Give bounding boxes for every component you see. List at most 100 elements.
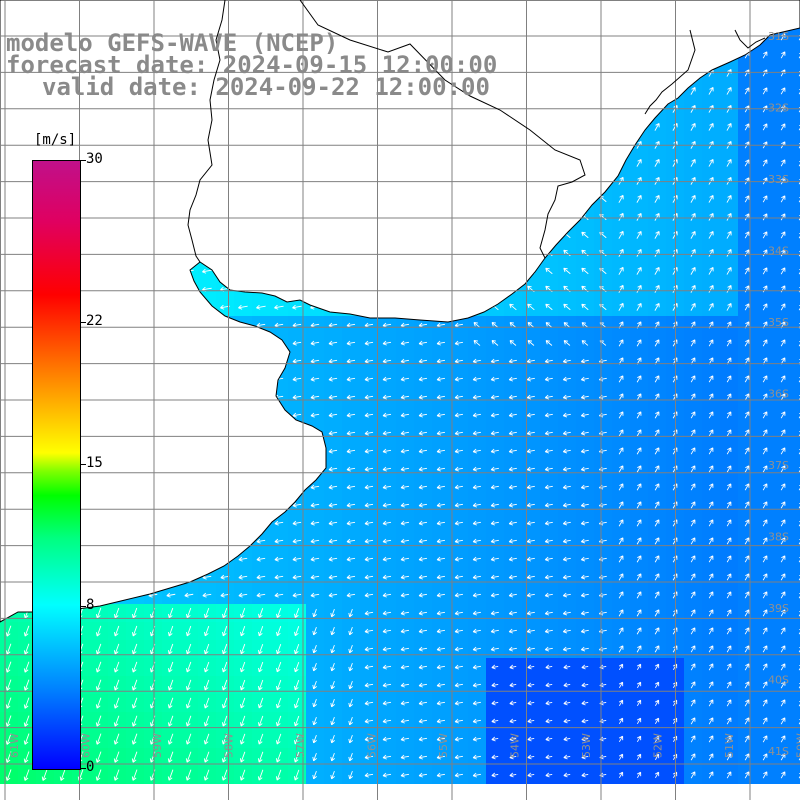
wind-arrow: [581, 700, 589, 706]
wind-arrow: [454, 646, 463, 652]
wind-arrow: [708, 681, 714, 689]
wind-arrow: [690, 231, 696, 239]
wind-arrow: [275, 679, 282, 691]
wind-arrow: [436, 772, 446, 778]
wind-arrow: [636, 248, 642, 257]
wind-arrow: [436, 592, 446, 598]
wind-arrow: [310, 574, 320, 580]
wind-arrow: [690, 609, 696, 617]
wind-arrow: [636, 375, 642, 383]
wind-arrow: [636, 212, 642, 221]
wind-arrow: [131, 733, 138, 745]
field-cell: [792, 568, 800, 586]
wind-arrow: [562, 628, 571, 634]
wind-arrow: [780, 429, 786, 437]
wind-arrow: [185, 625, 192, 637]
wind-arrow: [364, 574, 374, 580]
wind-arrow: [563, 664, 571, 670]
wind-arrow: [618, 717, 624, 725]
field-cell: [792, 154, 800, 172]
wind-arrow: [382, 376, 392, 382]
wind-arrow: [472, 592, 481, 598]
wind-arrow: [726, 411, 732, 419]
wind-arrow: [490, 574, 499, 580]
wind-arrow: [348, 626, 353, 636]
wind-arrow: [636, 753, 642, 761]
field-cell: [792, 46, 800, 64]
wind-arrow: [690, 303, 696, 311]
wind-arrow: [526, 538, 535, 544]
wind-arrow: [400, 466, 410, 472]
wind-arrow: [580, 556, 589, 562]
wind-arrow: [382, 538, 392, 544]
wind-arrow: [382, 556, 392, 562]
wind-arrow: [113, 607, 120, 619]
wind-arrow: [418, 754, 428, 760]
wind-arrow: [256, 574, 266, 580]
wind-arrow: [708, 645, 714, 653]
wind-arrow: [330, 662, 335, 672]
wind-arrow: [364, 754, 374, 760]
wind-arrow: [490, 430, 499, 436]
wind-arrow: [708, 411, 714, 419]
wind-arrow: [654, 555, 660, 563]
wind-arrow: [580, 538, 589, 544]
wind-arrow: [312, 644, 317, 654]
wind-arrow: [472, 700, 481, 706]
wind-arrow: [257, 733, 264, 745]
lagoon-border: [644, 29, 766, 115]
wind-arrow: [275, 751, 282, 763]
wind-arrow: [526, 412, 535, 418]
wind-arrow: [418, 466, 428, 472]
wind-arrow: [654, 699, 660, 707]
wind-arrow: [95, 679, 102, 691]
wind-arrow: [400, 502, 410, 508]
wind-arrow: [257, 679, 264, 691]
wind-arrow: [382, 574, 392, 580]
wind-arrow: [346, 502, 356, 508]
wind-arrow: [690, 393, 696, 401]
wind-arrow: [400, 610, 410, 616]
wind-arrow: [544, 646, 553, 652]
wind-arrow: [744, 717, 750, 725]
wind-arrow: [618, 266, 624, 275]
wind-arrow: [780, 627, 786, 635]
wind-arrow: [364, 466, 374, 472]
wind-arrow: [418, 592, 428, 598]
wind-arrow: [526, 376, 535, 382]
wind-arrow: [400, 556, 410, 562]
wind-arrow: [726, 339, 732, 347]
wind-arrow: [418, 574, 428, 580]
wind-arrow: [328, 574, 338, 580]
wind-arrow: [544, 412, 553, 418]
wind-arrow: [636, 771, 642, 779]
wind-arrow: [491, 340, 499, 346]
wind-arrow: [23, 697, 30, 709]
wind-arrow: [562, 394, 571, 400]
wind-arrow: [545, 682, 553, 688]
wind-arrow: [544, 556, 553, 562]
wind-arrow: [472, 502, 481, 508]
wind-arrow: [690, 555, 696, 563]
wind-arrow: [526, 430, 535, 436]
latitude-label: 32S: [768, 102, 789, 115]
wind-arrow: [690, 447, 696, 455]
wind-arrow: [526, 502, 535, 508]
wind-arrow: [454, 538, 463, 544]
wind-arrow: [654, 194, 660, 203]
wind-arrow: [562, 412, 571, 418]
wind-arrow: [726, 231, 732, 239]
wind-arrow: [472, 646, 481, 652]
field-cell: [792, 64, 800, 82]
longitude-label: 56W: [366, 733, 379, 758]
wind-arrow: [618, 302, 624, 311]
wind-arrow: [762, 663, 768, 671]
wind-arrow: [400, 376, 410, 382]
wind-arrow: [618, 663, 624, 671]
wind-arrow: [762, 267, 768, 275]
wind-arrow: [310, 484, 320, 490]
field-cell: [792, 334, 800, 352]
wind-arrow: [744, 195, 750, 203]
wind-arrow: [636, 483, 642, 491]
